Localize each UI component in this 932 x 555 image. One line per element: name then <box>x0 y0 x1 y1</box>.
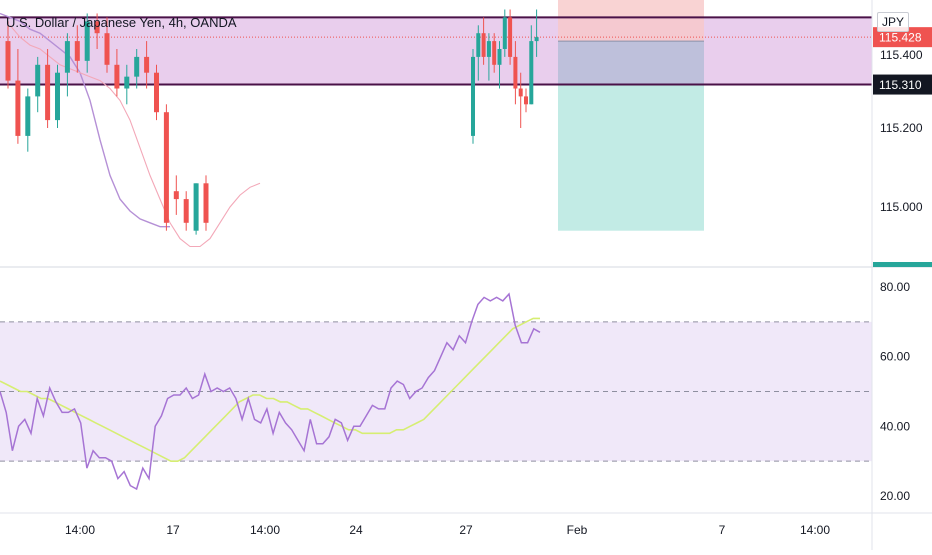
candle-body <box>497 49 502 65</box>
zone-low-label: 115.310 <box>879 78 922 92</box>
candle-body <box>74 41 80 61</box>
currency-badge[interactable]: JPY <box>877 12 910 32</box>
candle-body <box>481 33 486 57</box>
rsi-tick-label: 60.00 <box>880 350 910 364</box>
time-tick-label: 24 <box>349 523 363 537</box>
price-tick-label: 115.400 <box>880 48 923 62</box>
time-tick-label: 14:00 <box>250 523 280 537</box>
candle-body <box>203 183 209 223</box>
candle-body <box>94 21 100 34</box>
rsi-marker <box>873 262 932 267</box>
symbol-title: U.S. Dollar / Japanese Yen, 4h, OANDA <box>6 15 237 30</box>
candle-body <box>124 76 130 89</box>
candle-body <box>5 41 11 81</box>
stop-loss-zone <box>558 0 704 42</box>
entry-zone <box>558 41 704 85</box>
candle-body <box>154 72 159 113</box>
candle-body <box>134 56 140 77</box>
rsi-line <box>0 292 541 491</box>
candle-body <box>35 64 41 97</box>
ema-fast-line <box>9 24 261 248</box>
take-profit-zone <box>558 84 704 231</box>
candle-body <box>486 41 491 57</box>
candle-body <box>15 80 21 136</box>
candle-body <box>55 72 60 121</box>
time-tick-label: Feb <box>567 523 588 537</box>
price-pane <box>0 0 872 248</box>
rsi-tick-label: 80.00 <box>880 280 910 294</box>
time-tick-label: 7 <box>719 523 726 537</box>
rsi-pane <box>0 292 872 491</box>
time-tick-label: 17 <box>166 523 180 537</box>
candle-body <box>104 33 110 65</box>
supply-zone <box>0 17 872 85</box>
candle-body <box>163 112 169 223</box>
rsi-tick-label: 20.00 <box>880 489 910 503</box>
time-tick-label: 14:00 <box>65 523 95 537</box>
price-tick-label: 115.200 <box>880 121 923 135</box>
candle-body <box>144 56 150 73</box>
candle-body <box>529 41 534 105</box>
candle-body <box>492 41 497 65</box>
last-price-label: 115.428 <box>879 31 922 45</box>
candle-body <box>84 21 90 61</box>
candle-body <box>45 64 51 121</box>
time-tick-label: 27 <box>459 523 473 537</box>
candle-body <box>193 183 199 231</box>
candle-body <box>25 96 31 136</box>
candle-body <box>508 17 513 57</box>
last-price-label-bg <box>873 27 932 48</box>
candle-body <box>534 37 539 42</box>
zone-low-label-bg <box>873 74 932 95</box>
candle-body <box>183 199 189 223</box>
time-tick-label: 14:00 <box>800 523 830 537</box>
candle-body <box>502 17 507 49</box>
price-tick-label: 115.000 <box>880 200 923 214</box>
candle-body <box>524 96 528 105</box>
ema-slow-line <box>0 12 170 228</box>
candle-body <box>64 41 70 73</box>
candle-body <box>513 56 518 89</box>
candle-body <box>173 191 179 200</box>
rsi-ma-line <box>0 317 540 463</box>
rsi-tick-label: 40.00 <box>880 419 910 433</box>
candle-body <box>114 64 120 89</box>
candle-body <box>471 56 475 136</box>
candle-body <box>518 88 523 97</box>
candle-body <box>476 33 481 57</box>
